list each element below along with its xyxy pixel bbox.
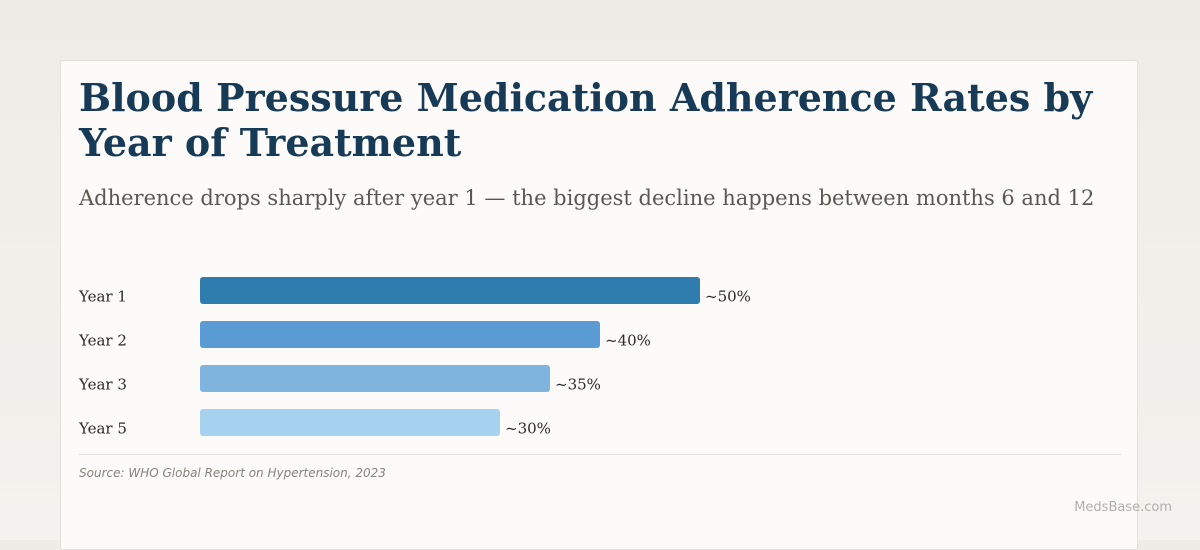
bar	[200, 277, 700, 304]
chart-title: Blood Pressure Medication Adherence Rate…	[79, 75, 1093, 165]
category-label: Year 5	[78, 420, 127, 438]
value-label: ~30%	[505, 420, 551, 438]
category-label: Year 1	[78, 288, 127, 306]
watermark: MedsBase.com	[1074, 500, 1172, 515]
value-label: ~40%	[605, 332, 651, 350]
bar-chart: Year 1 ~50% Year 2 ~40% Year 3 ~35% Year 5 ~30%	[78, 277, 751, 438]
bar	[200, 409, 500, 436]
source-note: Source: WHO Global Report on Hypertensio…	[79, 466, 386, 480]
chart-subtitle: Adherence drops sharply after year 1 — t…	[79, 186, 1095, 210]
value-label: ~35%	[555, 376, 601, 394]
category-label: Year 3	[78, 376, 127, 394]
category-label: Year 2	[78, 332, 127, 350]
chart-card: Blood Pressure Medication Adherence Rate…	[60, 60, 1138, 550]
bar	[200, 321, 600, 348]
value-label: ~50%	[705, 288, 751, 306]
bar	[200, 365, 550, 392]
divider	[79, 454, 1121, 455]
